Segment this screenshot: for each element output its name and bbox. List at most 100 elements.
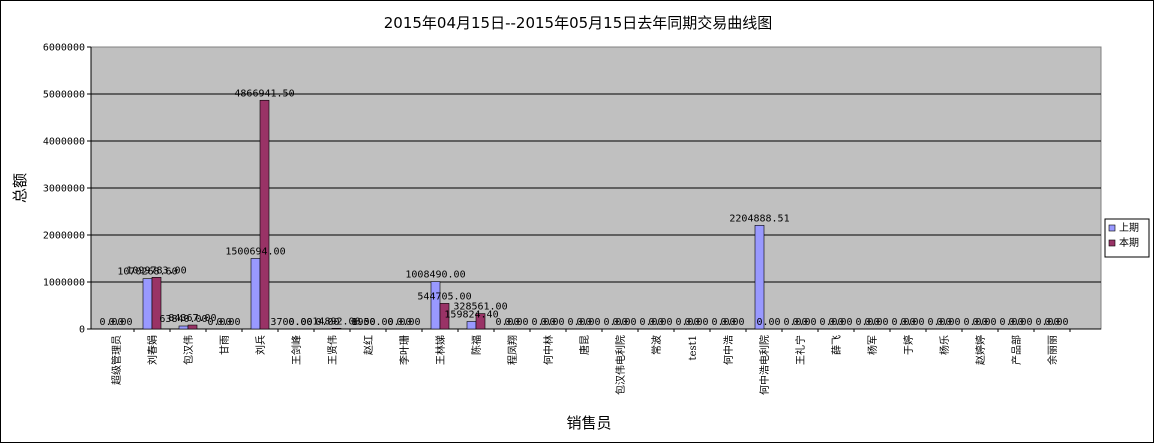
bar-curr [475,313,486,330]
legend-swatch [1108,239,1116,247]
x-category-label: 王贤伟 [326,335,339,365]
data-label: 0.00 [720,317,744,328]
data-label: 0.00 [711,317,735,328]
legend-swatch [1108,224,1116,232]
data-label: 1500694.00 [225,246,285,257]
data-label: 0.00 [1044,317,1068,328]
data-label: 0.00 [855,317,879,328]
x-category-label: 甘雨 [218,335,231,355]
data-label: 1070268.60 [117,267,177,278]
data-label: 0.00 [972,317,996,328]
data-label: 1099783.00 [126,265,186,276]
data-label: 2204888.51 [729,213,789,224]
data-label: 0.00 [216,317,240,328]
data-label: 0.00 [819,317,843,328]
data-label: 0.00 [900,317,924,328]
bar-prev [178,325,189,330]
data-label: 0.00 [927,317,951,328]
data-label: 0.00 [207,317,231,328]
x-category-label: 王林娣 [434,335,447,365]
data-label: 0.00 [999,317,1023,328]
data-label: 0.00 [936,317,960,328]
data-label: 0.00 [756,317,780,328]
bar-curr [331,328,342,330]
x-category-label: 于婷 [902,335,915,355]
data-label: 0.00 [576,317,600,328]
x-category-label: 李叶珊 [398,335,411,365]
y-tick-label: 3000000 [43,184,85,195]
data-label: 0.00 [99,317,123,328]
x-category-label: 王剑峰 [290,335,303,365]
chart-title: 2015年04月15日--2015年05月15日去年同期交易曲线图 [384,14,773,32]
data-label: 0.00 [108,317,132,328]
data-label: 0.00 [828,317,852,328]
bar-prev [466,321,477,330]
x-category-label: 超级管理员 [110,335,123,385]
data-label: 0.00 [351,317,375,328]
x-category-label: 杨乐 [938,335,951,355]
data-label: 3700.00 [270,317,312,328]
data-label: 1008490.00 [405,270,465,281]
bars [142,99,765,330]
data-label: 0.00 [288,317,312,328]
bar-prev [754,225,765,330]
data-label: 328561.00 [453,302,507,313]
y-tick-label: 2000000 [43,231,85,242]
data-label: 0.00 [639,317,663,328]
data-label: 0.00 [531,317,555,328]
data-label: 0.00 [783,317,807,328]
y-tick-label: 6000000 [43,43,85,54]
x-axis-title: 销售员 [566,414,611,432]
x-category-label: 薛飞 [831,335,843,355]
x-category-label: 产品部 [1010,335,1023,365]
data-label: 0.00 [1008,317,1032,328]
y-tick-label: 4000000 [43,137,85,148]
x-category-label: 何中林 [542,335,555,365]
x-axis-categories: 超级管理员 刘春娟 包汉伟 甘雨 刘兵 王剑峰 王贤伟 赵红 李叶珊 王林娣 陈福 程凤翔 何中林 唐昆 包… [110,329,1071,395]
x-category-label: 赵红 [362,335,375,355]
x-category-label: 刘春娟 [146,335,159,365]
data-label: 0.00 [387,317,411,328]
data-label: 0.00 [540,317,564,328]
bar-prev [142,278,153,330]
data-label: 84367.00 [168,313,216,324]
bar-curr [151,277,162,330]
data-label: 0.00 [864,317,888,328]
x-category-label: 程凤翔 [506,335,519,365]
data-labels: 0.000.001070268.601099783.0063840.008436… [99,88,1068,328]
data-label: 0.00 [891,317,915,328]
data-label: 0.00 [504,317,528,328]
y-axis-title: 总额 [11,173,29,203]
data-label: 0.00 [495,317,519,328]
x-category-label: 王礼宁 [794,335,807,365]
bar-curr [439,303,450,330]
x-category-label: 何中浩电利院 [758,335,771,395]
bar-prev [250,258,261,330]
data-label: 544705.00 [417,291,471,302]
data-label: 1950.00 [351,317,393,328]
x-category-label: 余丽丽 [1046,335,1059,365]
x-category-label: 常波 [650,335,663,355]
x-category-label: 杨军 [866,335,879,355]
data-label: 0.00 [1035,317,1059,328]
data-label: 14892.00 [312,316,360,327]
data-label: 4866941.50 [234,88,294,99]
y-tick-label: 0 [79,325,85,336]
x-category-label: 包汉伟电利院 [614,335,627,395]
bar-curr [259,99,270,330]
x-category-label: 包汉伟 [182,335,195,365]
x-category-label: 刘兵 [254,335,267,355]
x-category-label: 何中浩 [722,335,735,365]
data-label: 0.00 [603,317,627,328]
data-label: 63840.00 [159,314,207,325]
data-label: 0.00 [396,317,420,328]
data-label: 159824.40 [444,309,498,320]
data-label: 0.00 [648,317,672,328]
x-category-label: 陈福 [470,335,483,355]
x-category-label: 赵婷婷 [974,335,987,365]
y-tick-label: 5000000 [43,90,85,101]
data-label: 0.00 [567,317,591,328]
